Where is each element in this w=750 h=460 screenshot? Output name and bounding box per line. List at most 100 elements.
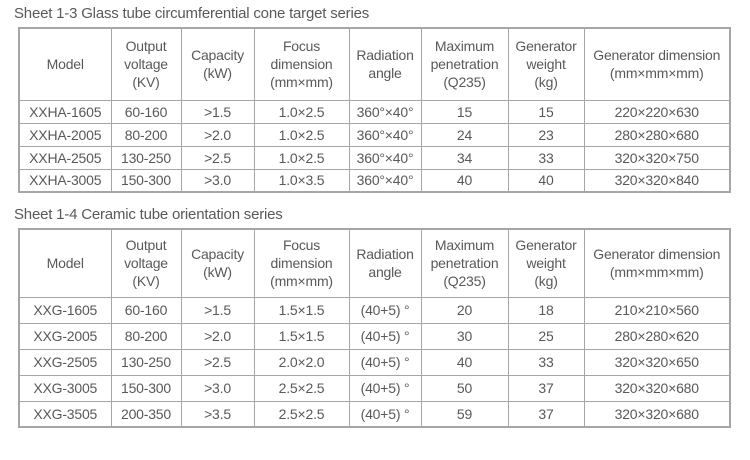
column-header: Maximum penetration (Q235) [420, 27, 509, 101]
table-cell: 34 [420, 145, 509, 170]
column-header: Capacity (kW) [180, 228, 255, 298]
table-cell: 37 [507, 400, 585, 428]
table-cell: 18 [507, 296, 585, 324]
table-cell: >1.5 [180, 296, 255, 324]
table-row: XXHA-2505 130-250 >2.5 1.0×2.5 360°×40° 34 33 3… [18, 145, 731, 170]
ceramic-tube-spec-table: Model Output voltage (KV) Capacity (kW) Focus d… [18, 228, 731, 428]
table-cell: 50 [420, 374, 509, 402]
column-header: Focus dimension (mm×mm) [253, 228, 350, 298]
table-cell: >2.5 [180, 145, 255, 170]
table-row: XXG-3005 150-300 >3.0 2.5×2.5 (40+5) ° 50 37 32… [18, 374, 731, 402]
table-cell: 150-300 [110, 374, 182, 402]
glass-tube-spec-table: Model Output voltage (KV) Capacity (kW) Focus d… [18, 27, 731, 193]
table-row: XXG-1605 60-160 >1.5 1.5×1.5 (40+5) ° 20 18 210… [18, 296, 731, 324]
table-cell: >2.5 [180, 348, 255, 376]
column-header: Generator weight (kg) [507, 27, 585, 101]
table-cell: 320×320×680 [583, 374, 731, 402]
table-cell: >1.5 [180, 99, 255, 124]
column-header: Generator weight (kg) [507, 228, 585, 298]
column-header: Generator dimension (mm×mm×mm) [583, 228, 731, 298]
column-header: Output voltage (KV) [110, 27, 182, 101]
table-cell: 25 [507, 322, 585, 350]
table-cell: (40+5) ° [348, 374, 422, 402]
sheet-1-4-title: Sheet 1-4 Ceramic tube orientation serie… [14, 206, 283, 223]
table-cell: 200-350 [110, 400, 182, 428]
table-cell: >3.5 [180, 400, 255, 428]
table-row: XXHA-3005 150-300 >3.0 1.0×3.5 360°×40° 40 40 3… [18, 168, 731, 193]
table-cell: XXG-3505 [18, 400, 112, 428]
table-cell: 320×320×650 [583, 348, 731, 376]
table-cell: 40 [420, 348, 509, 376]
table-cell: 1.5×1.5 [253, 322, 350, 350]
table-cell: 360°×40° [348, 168, 422, 193]
table-cell: XXHA-1605 [18, 99, 112, 124]
table-cell: (40+5) ° [348, 348, 422, 376]
table-cell: XXG-2505 [18, 348, 112, 376]
column-header: Maximum penetration (Q235) [420, 228, 509, 298]
table-row: XXHA-1605 60-160 >1.5 1.0×2.5 360°×40° 15 15 22… [18, 99, 731, 124]
table-cell: 30 [420, 322, 509, 350]
table-cell: 320×320×750 [583, 145, 731, 170]
table-cell: 23 [507, 122, 585, 147]
sheet-1-3-title: Sheet 1-3 Glass tube circumferential con… [14, 5, 370, 22]
table-cell: 60-160 [110, 296, 182, 324]
table-cell: 130-250 [110, 348, 182, 376]
table-cell: 1.0×2.5 [253, 145, 350, 170]
table-cell: 33 [507, 348, 585, 376]
table-cell: 220×220×630 [583, 99, 731, 124]
column-header: Output voltage (KV) [110, 228, 182, 298]
table-cell: XXHA-3005 [18, 168, 112, 193]
table-cell: 150-300 [110, 168, 182, 193]
table-cell: 40 [420, 168, 509, 193]
table-cell: XXHA-2005 [18, 122, 112, 147]
table-cell: 1.5×1.5 [253, 296, 350, 324]
column-header: Model [18, 228, 112, 298]
table-cell: XXG-3005 [18, 374, 112, 402]
table-cell: 280×280×680 [583, 122, 731, 147]
spec-sheets-page: Sheet 1-3 Glass tube circumferential con… [14, 5, 750, 428]
table-cell: 320×320×680 [583, 400, 731, 428]
table-cell: 1.0×2.5 [253, 99, 350, 124]
column-header: Generator dimension (mm×mm×mm) [583, 27, 731, 101]
column-header: Model [18, 27, 112, 101]
table-cell: 210×210×560 [583, 296, 731, 324]
sheet-1-3-section: Sheet 1-3 Glass tube circumferential con… [14, 5, 750, 193]
table-cell: 80-200 [110, 322, 182, 350]
table-cell: 59 [420, 400, 509, 428]
table-cell: >2.0 [180, 322, 255, 350]
column-header: Radiation angle [348, 228, 422, 298]
table-cell: 33 [507, 145, 585, 170]
table-cell: >3.0 [180, 374, 255, 402]
table-cell: XXHA-2505 [18, 145, 112, 170]
table-cell: 320×320×840 [583, 168, 731, 193]
header-row: Model Output voltage (KV) Capacity (kW) Focus d… [18, 27, 731, 101]
table-row: XXG-2505 130-250 >2.5 2.0×2.0 (40+5) ° 40 33 32… [18, 348, 731, 376]
table-cell: 360°×40° [348, 99, 422, 124]
table-cell: XXG-2005 [18, 322, 112, 350]
table-row: XXG-2005 80-200 >2.0 1.5×1.5 (40+5) ° 30 25 280… [18, 322, 731, 350]
column-header: Radiation angle [348, 27, 422, 101]
table-cell: (40+5) ° [348, 322, 422, 350]
table-cell: 20 [420, 296, 509, 324]
table-cell: 280×280×620 [583, 322, 731, 350]
table-cell: 2.0×2.0 [253, 348, 350, 376]
table-cell: 40 [507, 168, 585, 193]
table-cell: >3.0 [180, 168, 255, 193]
table-cell: 130-250 [110, 145, 182, 170]
table-cell: 80-200 [110, 122, 182, 147]
table-cell: >2.0 [180, 122, 255, 147]
column-header: Capacity (kW) [180, 27, 255, 101]
table-cell: 15 [420, 99, 509, 124]
table-cell: 2.5×2.5 [253, 374, 350, 402]
header-row: Model Output voltage (KV) Capacity (kW) Focus d… [18, 228, 731, 298]
table-cell: 1.0×3.5 [253, 168, 350, 193]
column-header: Focus dimension (mm×mm) [253, 27, 350, 101]
table-cell: 37 [507, 374, 585, 402]
table-cell: 15 [507, 99, 585, 124]
table-cell: 360°×40° [348, 122, 422, 147]
table-row: XXG-3505 200-350 >3.5 2.5×2.5 (40+5) ° 59 37 32… [18, 400, 731, 428]
table-cell: (40+5) ° [348, 296, 422, 324]
sheet-1-4-section: Sheet 1-4 Ceramic tube orientation serie… [14, 206, 750, 428]
table-cell: 24 [420, 122, 509, 147]
table-cell: 60-160 [110, 99, 182, 124]
